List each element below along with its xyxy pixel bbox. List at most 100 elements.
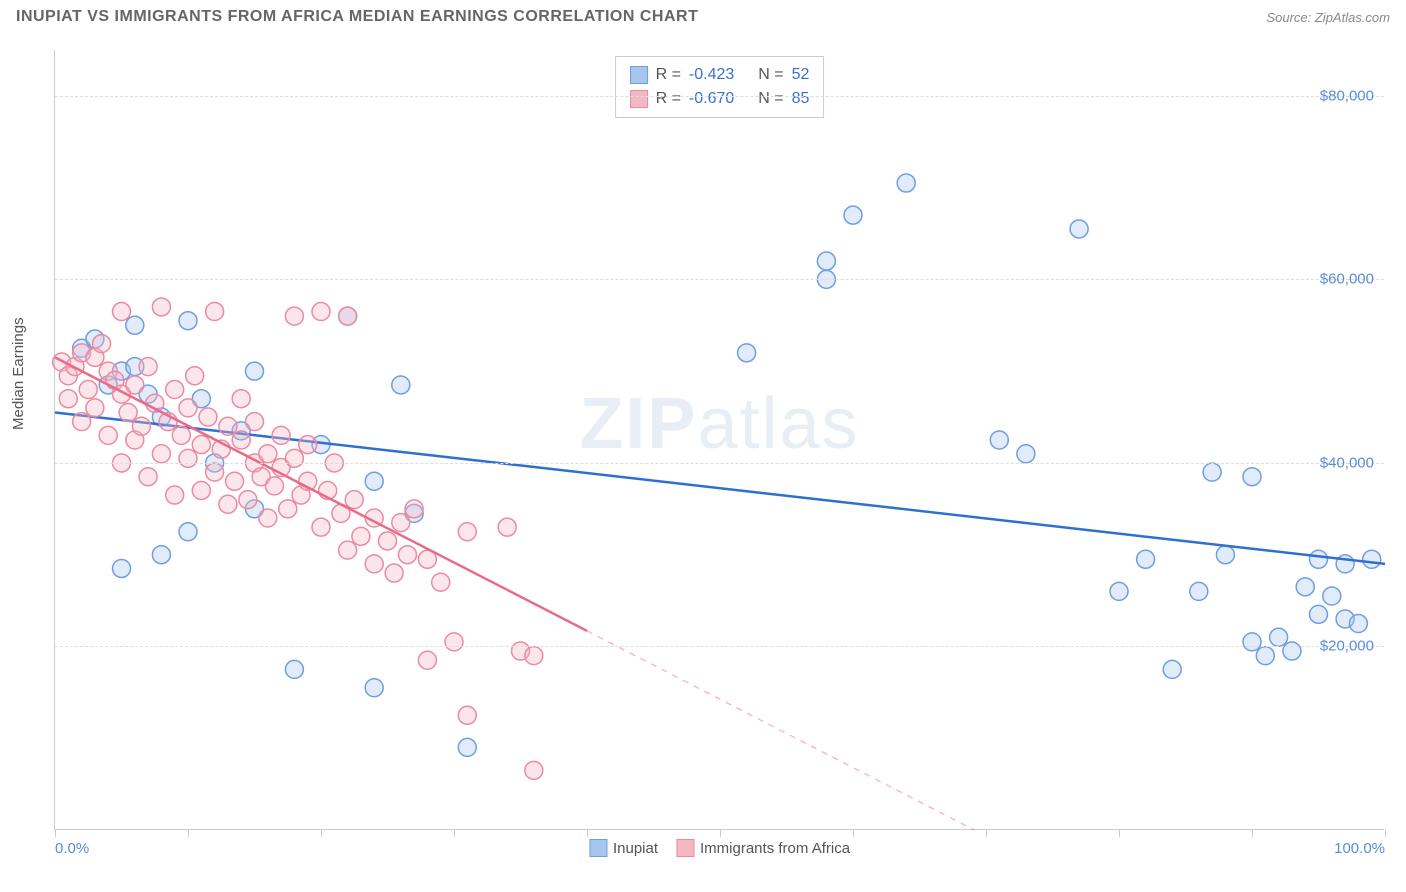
y-tick-label: $80,000: [1320, 87, 1374, 104]
scatter-point: [1310, 550, 1328, 568]
trend-line: [55, 412, 1385, 563]
gridline: [55, 279, 1384, 280]
x-tick: [454, 829, 455, 837]
scatter-point: [1310, 605, 1328, 623]
x-tick: [986, 829, 987, 837]
legend-row-series-0: R = -0.423 N = 52: [630, 63, 810, 87]
legend-row-series-1: R = -0.670 N = 85: [630, 87, 810, 111]
scatter-point: [392, 514, 410, 532]
scatter-point: [59, 390, 77, 408]
legend-n-label: N =: [758, 87, 783, 111]
scatter-point: [379, 532, 397, 550]
y-tick-label: $20,000: [1320, 638, 1374, 655]
x-tick: [1252, 829, 1253, 837]
y-tick-label: $40,000: [1320, 454, 1374, 471]
scatter-point: [139, 468, 157, 486]
scatter-point: [152, 298, 170, 316]
scatter-point: [246, 413, 264, 431]
scatter-point: [99, 426, 117, 444]
correlation-legend: R = -0.423 N = 52 R = -0.670 N = 85: [615, 56, 825, 118]
scatter-point: [405, 500, 423, 518]
legend-r-label: R =: [656, 87, 681, 111]
series-legend: Inupiat Immigrants from Africa: [589, 839, 850, 857]
scatter-point: [1363, 550, 1381, 568]
scatter-point: [1190, 582, 1208, 600]
legend-swatch-series-0: [630, 66, 648, 84]
scatter-point: [272, 426, 290, 444]
scatter-point: [385, 564, 403, 582]
scatter-point: [1243, 468, 1261, 486]
scatter-point: [339, 541, 357, 559]
scatter-point: [432, 573, 450, 591]
scatter-point: [1017, 445, 1035, 463]
scatter-point: [126, 316, 144, 334]
legend-n-value-1: 85: [792, 87, 810, 111]
x-tick: [720, 829, 721, 837]
scatter-point: [345, 491, 363, 509]
legend-swatch-series-1: [630, 90, 648, 108]
scatter-point: [1323, 587, 1341, 605]
legend-label-0: Inupiat: [613, 840, 658, 857]
scatter-point: [365, 555, 383, 573]
scatter-point: [1137, 550, 1155, 568]
scatter-point: [166, 381, 184, 399]
y-tick-label: $60,000: [1320, 271, 1374, 288]
scatter-point: [139, 358, 157, 376]
scatter-point: [79, 381, 97, 399]
scatter-point: [119, 403, 137, 421]
scatter-point: [1283, 642, 1301, 660]
legend-item-0: Inupiat: [589, 839, 658, 857]
legend-label-1: Immigrants from Africa: [700, 840, 850, 857]
scatter-point: [132, 417, 150, 435]
scatter-point: [199, 408, 217, 426]
scatter-point: [738, 344, 756, 362]
scatter-point: [226, 472, 244, 490]
x-tick: [587, 829, 588, 837]
scatter-point: [1163, 660, 1181, 678]
scatter-point: [1203, 463, 1221, 481]
x-tick: [1119, 829, 1120, 837]
scatter-point: [1256, 647, 1274, 665]
scatter-point: [299, 436, 317, 454]
scatter-point: [365, 472, 383, 490]
scatter-point: [172, 426, 190, 444]
scatter-point: [86, 399, 104, 417]
y-axis-label: Median Earnings: [10, 317, 27, 430]
legend-r-label: R =: [656, 63, 681, 87]
scatter-point: [418, 651, 436, 669]
gridline: [55, 96, 1384, 97]
scatter-point: [1296, 578, 1314, 596]
scatter-point: [990, 431, 1008, 449]
x-tick: [188, 829, 189, 837]
legend-n-value-0: 52: [792, 63, 810, 87]
x-tick: [321, 829, 322, 837]
trend-line-dashed: [587, 631, 974, 830]
x-tick: [1385, 829, 1386, 837]
scatter-point: [206, 463, 224, 481]
chart-plot-area: ZIPatlas R = -0.423 N = 52 R = -0.670 N …: [54, 50, 1384, 830]
scatter-point: [1110, 582, 1128, 600]
scatter-point: [152, 546, 170, 564]
scatter-point: [1349, 615, 1367, 633]
scatter-point: [259, 509, 277, 527]
scatter-point: [126, 376, 144, 394]
legend-bottom-swatch-1: [676, 839, 694, 857]
legend-bottom-swatch-0: [589, 839, 607, 857]
legend-r-value-1: -0.670: [689, 87, 734, 111]
scatter-point: [897, 174, 915, 192]
scatter-point: [166, 486, 184, 504]
chart-title: INUPIAT VS IMMIGRANTS FROM AFRICA MEDIAN…: [16, 8, 698, 26]
scatter-point: [219, 417, 237, 435]
x-tick: [55, 829, 56, 837]
scatter-point: [285, 307, 303, 325]
source-value: ZipAtlas.com: [1315, 10, 1390, 25]
scatter-point: [179, 399, 197, 417]
scatter-point: [246, 362, 264, 380]
scatter-point: [192, 481, 210, 499]
scatter-point: [844, 206, 862, 224]
scatter-point: [1270, 628, 1288, 646]
chart-header: INUPIAT VS IMMIGRANTS FROM AFRICA MEDIAN…: [0, 0, 1406, 30]
scatter-point: [186, 367, 204, 385]
scatter-point: [259, 445, 277, 463]
scatter-point: [1070, 220, 1088, 238]
